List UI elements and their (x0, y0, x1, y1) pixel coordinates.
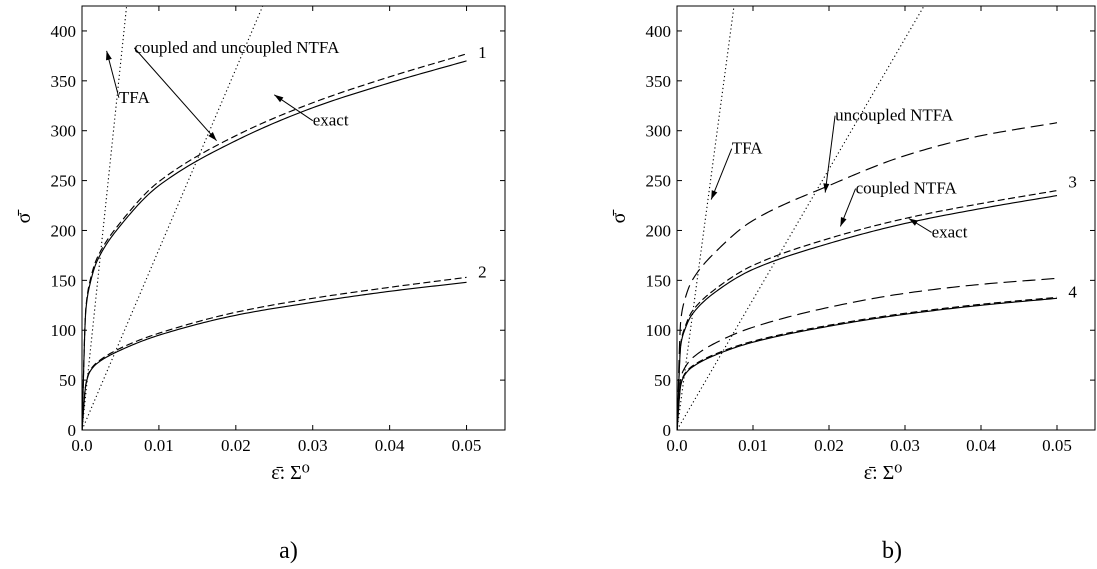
series-line-longdash (677, 122, 1058, 430)
plot-frame (676, 5, 1096, 431)
plot-frame (81, 5, 506, 431)
y-axis-label: σ̄ (608, 209, 630, 224)
series-line-dashed (82, 276, 467, 430)
y-tick-label: 200 (51, 221, 77, 240)
y-tick-label: 0 (68, 421, 77, 440)
annotation-leader-line (710, 148, 733, 200)
series-line-dashed (82, 53, 467, 430)
annotation-arrowhead (105, 50, 112, 61)
y-tick-label: 250 (51, 172, 77, 191)
series-line-longdash (677, 277, 1058, 430)
annotation-arrowhead (840, 217, 847, 227)
y-tick-label: 250 (646, 172, 672, 191)
y-tick-label: 0 (663, 421, 672, 440)
y-tick-label: 350 (51, 72, 77, 91)
annotation-arrowhead (711, 190, 718, 200)
y-tick-label: 200 (646, 221, 672, 240)
x-tick-label: 0.04 (375, 436, 405, 455)
series-group (677, 6, 1058, 430)
annotation-label: 2 (478, 262, 487, 281)
y-tick-label: 350 (646, 72, 672, 91)
x-tick-label: 0.02 (814, 436, 844, 455)
annotation-label: TFA (119, 88, 151, 107)
y-tick-label: 150 (51, 271, 77, 290)
chart-panel-a: 0 50 100 150 200 250 300 350 400 0.0 0.01 0.02 0.03 0… (13, 5, 506, 564)
y-tick-label: 100 (51, 321, 77, 340)
annotation-label: exact (932, 222, 968, 241)
annotation-leader-line (133, 47, 217, 142)
y-tick-label: 400 (51, 22, 77, 41)
x-tick-label: 0.0 (666, 436, 687, 455)
x-axis-label: ε̄: Σ⁰ (271, 462, 310, 484)
annotation-label: coupled and uncoupled NTFA (134, 38, 340, 57)
panel-label: a) (279, 538, 298, 564)
annotation-label: coupled NTFA (856, 179, 958, 198)
series-group (82, 6, 467, 430)
annotation-label: 3 (1068, 173, 1077, 192)
series-line-solid (82, 60, 467, 430)
x-tick-label: 0.04 (966, 436, 996, 455)
y-tick-label: 150 (646, 271, 672, 290)
annotation-label: TFA (732, 139, 764, 158)
annotation-label: exact (313, 111, 349, 130)
series-line-dotted (677, 6, 735, 430)
series-line-dashed (677, 189, 1058, 430)
annotation-label: 4 (1068, 282, 1077, 301)
x-tick-label: 0.02 (221, 436, 251, 455)
y-tick-label: 50 (59, 371, 76, 390)
annotation-label: uncoupled NTFA (835, 106, 954, 125)
y-tick-label: 300 (646, 122, 672, 141)
annotation-label: 1 (478, 43, 487, 62)
series-line-dotted (677, 6, 925, 430)
series-line-solid (677, 297, 1058, 430)
series-line-solid (677, 194, 1058, 430)
y-axis-label: σ̄ (13, 209, 35, 224)
x-axis-label: ε̄: Σ⁰ (864, 462, 903, 484)
series-line-dotted (82, 6, 128, 430)
x-tick-label: 0.01 (738, 436, 768, 455)
annotation-arrowhead (823, 183, 830, 193)
x-tick-label: 0.01 (144, 436, 174, 455)
panel-label: b) (882, 538, 902, 564)
x-tick-label: 0.03 (890, 436, 920, 455)
y-tick-label: 50 (654, 371, 671, 390)
series-line-dashed (677, 296, 1058, 430)
annotation-arrowhead (908, 218, 919, 226)
annotation-arrowhead (274, 94, 284, 103)
series-line-dotted (82, 6, 264, 430)
x-tick-label: 0.0 (71, 436, 92, 455)
chart-panel-b: 0 50 100 150 200 250 300 350 400 0.0 0.01 0.02 0.03 0… (608, 5, 1096, 564)
x-tick-label: 0.03 (298, 436, 328, 455)
y-tick-label: 400 (646, 22, 672, 41)
annotation-arrowhead (208, 131, 217, 141)
y-tick-label: 100 (646, 321, 672, 340)
annotation-leader-line (824, 115, 836, 193)
y-tick-label: 300 (51, 122, 77, 141)
x-tick-label: 0.05 (1042, 436, 1072, 455)
x-tick-label: 0.05 (452, 436, 482, 455)
